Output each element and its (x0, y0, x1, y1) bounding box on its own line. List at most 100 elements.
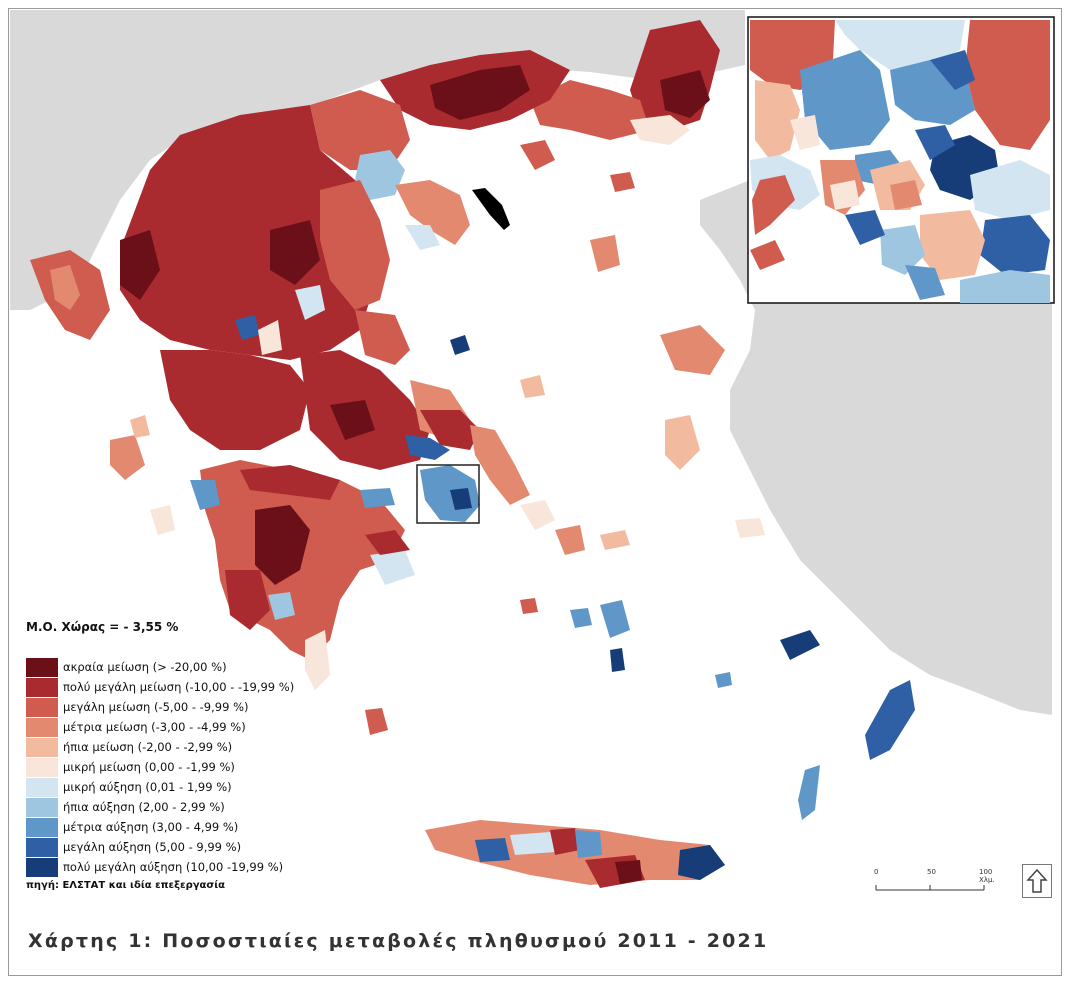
legend-swatch (26, 817, 58, 837)
legend-label: πολύ μεγάλη μείωση (-10,00 - -19,99 %) (63, 680, 295, 694)
island-kefalonia (110, 435, 145, 480)
region-corinthia (365, 530, 410, 555)
legend-label: ήπια μείωση (-2,00 - -2,99 %) (63, 740, 233, 754)
island-zakynthos (150, 505, 175, 535)
region-crete-center-blue (575, 830, 602, 858)
legend-item: μέτρια αύξηση (3,00 - 4,99 %) (26, 817, 294, 837)
legend-item: ήπια μείωση (-2,00 - -2,99 %) (26, 737, 294, 757)
region-crete-west-blue (475, 838, 510, 862)
legend-item: πολύ μεγάλη μείωση (-10,00 - -19,99 %) (26, 677, 294, 697)
legend-item: ήπια αύξηση (2,00 - 2,99 %) (26, 797, 294, 817)
island-milos (520, 598, 538, 614)
region-laconia-tip (305, 630, 330, 690)
island-ikaria (600, 530, 630, 550)
legend-item: μικρή μείωση (0,00 - -1,99 %) (26, 757, 294, 777)
country-average: Μ.Ο. Χώρας = - 3,55 % (26, 620, 179, 634)
island-rhodes (865, 680, 915, 760)
region-macedonia-extreme (430, 65, 530, 120)
island-naxos (600, 600, 630, 638)
region-crete-chania-light (510, 832, 555, 855)
legend-label: πολύ μεγάλη αύξηση (10,00 -19,99 %) (63, 860, 284, 874)
region-attica-dark (450, 488, 472, 510)
attica-inset-locator (416, 464, 480, 524)
island-tinos (555, 525, 585, 555)
island-samos (735, 518, 765, 538)
legend-swatch (26, 797, 58, 817)
island-paros (570, 608, 592, 628)
legend-item: μεγάλη αύξηση (5,00 - 9,99 %) (26, 837, 294, 857)
scale-bar: 0 50 100 Χλμ. (872, 868, 995, 898)
legend-item: μέτρια μείωση (-3,00 - -4,99 %) (26, 717, 294, 737)
legend-label: ήπια αύξηση (2,00 - 2,99 %) (63, 800, 225, 814)
legend-label: μικρή μείωση (0,00 - -1,99 %) (63, 760, 235, 774)
region-pindus-extreme (270, 220, 320, 285)
legend: ακραία μείωση (> -20,00 %) πολύ μεγάλη μ… (26, 657, 294, 877)
island-samothraki (610, 172, 635, 192)
choropleth-map (10, 10, 1055, 888)
map-title: Χάρτης 1: Ποσοστιαίες μεταβολές πληθυσμο… (28, 930, 769, 952)
region-evia-blue (405, 435, 450, 460)
region-crete-heraklion-extreme (615, 860, 642, 884)
island-lesvos (660, 325, 725, 375)
scale-tick-100: 100 Χλμ. (979, 868, 995, 884)
island-chios (665, 415, 700, 470)
region-achaia (240, 465, 340, 500)
legend-label: μέτρια μείωση (-3,00 - -4,99 %) (63, 720, 246, 734)
region-thessaly-east (320, 180, 390, 310)
island-sporades (450, 335, 470, 355)
island-kos (780, 630, 820, 660)
legend-item: μικρή αύξηση (0,01 - 1,99 %) (26, 777, 294, 797)
island-corfu (50, 265, 80, 310)
legend-item: μεγάλη μείωση (-5,00 - -9,99 %) (26, 697, 294, 717)
region-larissa-light (295, 285, 325, 320)
scale-tick-50: 50 (927, 868, 936, 876)
island-thasos (520, 140, 555, 170)
region-attica (420, 465, 480, 522)
island-andros (520, 500, 555, 530)
region-trikala-blue (235, 315, 260, 340)
legend-swatch (26, 777, 58, 797)
legend-swatch (26, 837, 58, 857)
legend-swatch (26, 657, 58, 677)
region-epirus-extreme (120, 230, 160, 300)
island-karpathos (798, 765, 820, 820)
region-karditsa-light (258, 320, 282, 355)
legend-swatch (26, 697, 58, 717)
region-arcadia-extreme (255, 505, 310, 585)
legend-item: πολύ μεγάλη αύξηση (10,00 -19,99 %) (26, 857, 294, 877)
legend-swatch (26, 757, 58, 777)
source-note: πηγή: ΕΛΣΤΑΤ και ιδία επεξεργασία (26, 880, 225, 891)
island-santorini (610, 648, 625, 672)
legend-label: ακραία μείωση (> -20,00 %) (63, 660, 227, 674)
region-thessaloniki (355, 150, 405, 200)
legend-label: μεγάλη μείωση (-5,00 - -9,99 %) (63, 700, 249, 714)
region-thrace-light (630, 115, 690, 145)
legend-swatch (26, 677, 58, 697)
legend-swatch (26, 857, 58, 877)
region-chalkidiki-tip (405, 225, 440, 250)
legend-label: μικρή αύξηση (0,01 - 1,99 %) (63, 780, 232, 794)
north-arrow-icon (1022, 864, 1052, 898)
region-messinia (225, 570, 270, 630)
neighbor-land-turkey (700, 170, 1052, 715)
region-evia-north (420, 410, 480, 450)
island-kythira (365, 708, 388, 735)
region-crete-rethymno (550, 828, 580, 855)
island-lefkada (130, 415, 150, 438)
scale-tick-0: 0 (874, 868, 879, 876)
region-athos (472, 188, 510, 230)
neighbor-land-north (10, 10, 745, 310)
island-astypalaia (715, 672, 732, 688)
region-fthiotida-extreme (330, 400, 375, 440)
legend-item: ακραία μείωση (> -20,00 %) (26, 657, 294, 677)
island-lemnos (590, 235, 620, 272)
legend-label: μεγάλη αύξηση (5,00 - 9,99 %) (63, 840, 242, 854)
attica-inset (747, 16, 1055, 304)
region-aitoloakarnania (160, 350, 310, 450)
region-macedonia-central (310, 90, 410, 170)
region-crete (425, 820, 725, 885)
scale-bar-graphic (875, 885, 985, 891)
legend-swatch (26, 717, 58, 737)
island-skyros (520, 375, 545, 398)
region-argolida-blue (370, 550, 415, 585)
